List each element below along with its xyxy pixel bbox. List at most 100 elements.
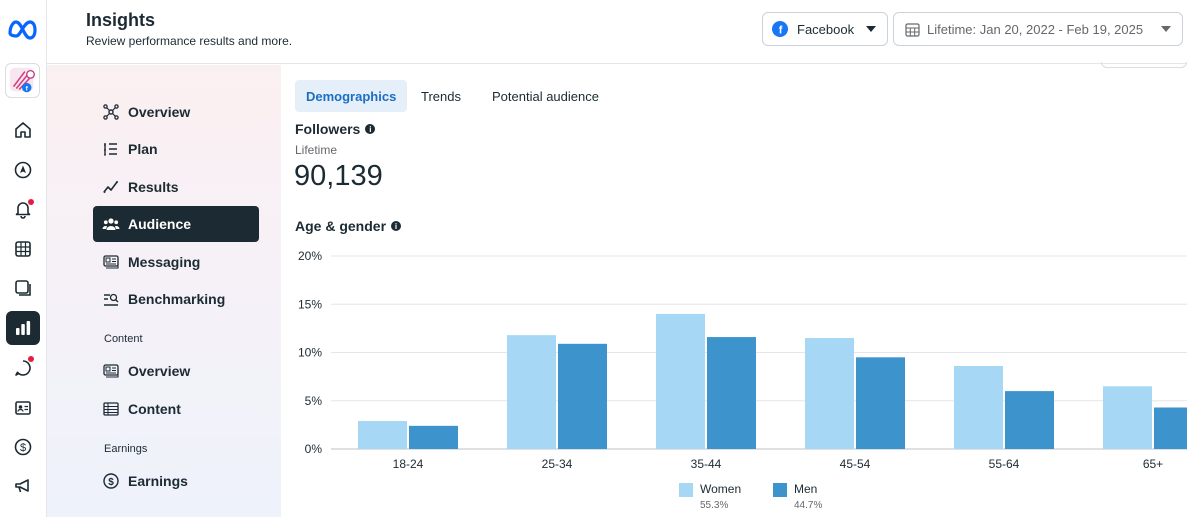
sidebar-item-label: Overview <box>128 363 191 379</box>
legend-share-women: 55.3% <box>700 500 729 511</box>
page-subtitle: Review performance results and more. <box>86 34 293 48</box>
main-content: Demographics Trends Potential audience F… <box>281 62 1187 517</box>
sidebar-item-label: Plan <box>128 141 158 157</box>
top-control-edge[interactable] <box>1101 62 1187 68</box>
overview-icon <box>103 104 119 120</box>
bar-women-18-24[interactable] <box>358 421 407 449</box>
svg-text:f: f <box>26 85 29 92</box>
bar-men-25-34[interactable] <box>558 343 607 449</box>
legend-swatch-men <box>773 483 787 497</box>
sidebar-item-label: Messaging <box>128 254 201 270</box>
sidebar-item-audience[interactable]: Audience <box>93 206 259 242</box>
bar-women-55-64[interactable] <box>954 366 1003 449</box>
y-tick-label: 20% <box>298 249 322 263</box>
audience-icon <box>102 218 120 230</box>
sidebar-item-benchmarking[interactable]: Benchmarking <box>93 281 259 317</box>
sidebar-item-results[interactable]: Results <box>93 169 259 205</box>
y-tick-label: 0% <box>305 442 323 456</box>
sidebar-item-label: Overview <box>128 104 191 120</box>
bar-women-45-54[interactable] <box>805 338 854 449</box>
followers-label: Followers <box>295 121 361 137</box>
legend-swatch-women <box>679 483 693 497</box>
y-tick-label: 10% <box>298 346 322 360</box>
sidebar-item-label: Content <box>128 401 181 417</box>
x-tick-label: 65+ <box>1143 457 1163 471</box>
page-avatar-icon: f <box>9 67 35 92</box>
sidebar-item-earnings[interactable]: $ Earnings <box>93 463 259 499</box>
bar-women-25-34[interactable] <box>507 335 556 449</box>
followers-heading: Followers i <box>295 121 376 137</box>
earnings-icon: $ <box>103 473 119 489</box>
inbox-badge <box>28 356 34 362</box>
notifications-badge <box>28 199 34 205</box>
home-icon[interactable] <box>8 115 38 145</box>
legend-women[interactable]: Women 55.3% <box>679 482 742 511</box>
platform-label: Facebook <box>797 21 855 37</box>
sidebar-item-label: Benchmarking <box>128 291 226 307</box>
bar-women-65+[interactable] <box>1103 386 1152 449</box>
legend-label-women: Women <box>700 482 742 496</box>
followers-period: Lifetime <box>295 143 338 157</box>
content-table-icon <box>103 402 119 416</box>
x-tick-label: 55-64 <box>989 457 1020 471</box>
page-header: Insights Review performance results and … <box>47 0 1187 64</box>
sidebar-item-label: Results <box>128 179 179 195</box>
sidebar-item-content-overview[interactable]: Overview <box>93 353 259 389</box>
x-tick-label: 45-54 <box>840 457 871 471</box>
age-gender-chart: 0% 5% 10% 15% 20% 18-24 25-34 35-44 45-54 55-64 6… <box>298 249 1187 471</box>
sidebar-item-messaging[interactable]: Messaging <box>93 244 259 280</box>
chevron-down-icon <box>866 26 876 32</box>
bar-men-35-44[interactable] <box>707 337 756 449</box>
explore-icon[interactable] <box>8 155 38 185</box>
inbox-icon[interactable] <box>8 353 38 383</box>
tab-trends[interactable]: Trends <box>421 88 461 104</box>
calendar-icon <box>905 22 920 37</box>
age-gender-heading: Age & gender i <box>295 218 402 234</box>
info-icon[interactable]: i <box>391 221 402 231</box>
bar-men-45-54[interactable] <box>856 357 905 449</box>
planner-icon[interactable] <box>8 234 38 264</box>
sidebar-item-overview[interactable]: Overview <box>93 94 259 130</box>
chevron-down-icon <box>1161 26 1171 32</box>
sidebar-item-label: Earnings <box>128 473 188 489</box>
notifications-icon[interactable] <box>8 194 38 224</box>
svg-text:$: $ <box>20 442 26 454</box>
legend-men[interactable]: Men 44.7% <box>773 482 822 511</box>
content-icon[interactable] <box>8 273 38 303</box>
y-tick-label: 15% <box>298 297 322 311</box>
content-overview-icon <box>103 364 119 378</box>
sidebar-item-plan[interactable]: Plan <box>93 131 259 167</box>
sidebar-item-content[interactable]: Content <box>93 391 259 427</box>
tab-potential-audience[interactable]: Potential audience <box>492 88 599 104</box>
x-tick-label: 25-34 <box>542 457 573 471</box>
section-label-earnings: Earnings <box>104 443 148 455</box>
tab-demographics[interactable]: Demographics <box>295 80 408 112</box>
page-title: Insights <box>86 10 156 30</box>
monetization-icon[interactable]: $ <box>8 432 38 462</box>
legend-share-men: 44.7% <box>794 500 823 511</box>
legend-label-men: Men <box>794 482 818 496</box>
left-rail: f $ <box>0 0 47 517</box>
ads-icon[interactable] <box>8 471 38 501</box>
meta-logo-icon[interactable] <box>7 14 39 42</box>
insights-icon[interactable] <box>6 311 40 345</box>
age-gender-label: Age & gender <box>295 218 387 234</box>
facebook-icon: f <box>772 21 788 37</box>
svg-text:f: f <box>779 25 783 37</box>
followers-count: 90,139 <box>294 160 383 192</box>
platform-select[interactable]: f Facebook <box>762 12 888 46</box>
contacts-icon[interactable] <box>8 393 38 423</box>
page-avatar[interactable]: f <box>5 63 40 98</box>
date-range-label: Lifetime: Jan 20, 2022 - Feb 19, 2025 <box>927 21 1144 37</box>
plan-icon <box>104 143 117 156</box>
bar-men-65+[interactable] <box>1154 407 1187 449</box>
bar-women-35-44[interactable] <box>656 313 705 449</box>
bar-men-55-64[interactable] <box>1005 391 1054 449</box>
x-tick-label: 18-24 <box>393 457 424 471</box>
svg-text:$: $ <box>108 477 114 488</box>
info-icon[interactable]: i <box>365 124 376 134</box>
bar-men-18-24[interactable] <box>409 425 458 449</box>
date-range-select[interactable]: Lifetime: Jan 20, 2022 - Feb 19, 2025 <box>893 12 1183 46</box>
benchmarking-icon <box>104 293 119 306</box>
